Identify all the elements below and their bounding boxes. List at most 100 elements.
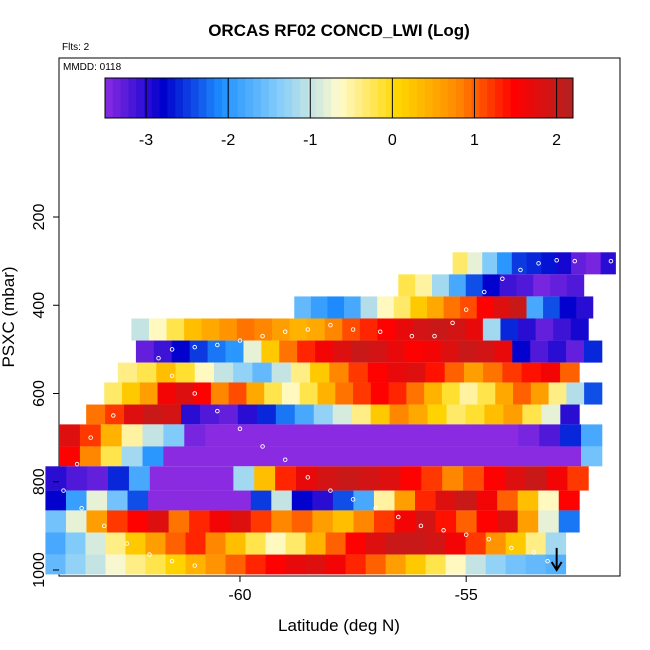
heatmap-cell — [581, 446, 603, 467]
heatmap-cell — [254, 466, 276, 491]
colorbar-swatch — [393, 78, 402, 118]
heatmap-cell — [267, 424, 290, 447]
heatmap-cell — [325, 532, 346, 555]
heatmap-cell — [476, 490, 498, 511]
heatmap-cell — [329, 362, 349, 383]
heatmap-cell — [465, 554, 487, 575]
heatmap-cell — [497, 252, 513, 275]
track-point — [463, 532, 469, 537]
heatmap-cell — [100, 446, 123, 467]
colorbar-swatch — [495, 78, 504, 118]
heatmap-cell — [432, 274, 450, 297]
heatmap-cell — [543, 296, 561, 319]
heatmap-cell — [494, 340, 513, 363]
track-point — [192, 563, 197, 568]
heatmap-cell — [207, 340, 226, 363]
heatmap-cell — [332, 404, 353, 425]
heatmap-cell — [156, 362, 176, 383]
y-tick-label: 1000 — [31, 552, 48, 588]
heatmap-cell — [600, 252, 616, 275]
heatmap-cell — [467, 252, 483, 275]
heatmap-cell — [149, 466, 172, 491]
heatmap-cell — [250, 490, 272, 511]
heatmap-cell — [538, 510, 560, 533]
heatmap-cell — [560, 424, 582, 447]
heatmap-cell — [460, 296, 478, 319]
colorbar-swatch — [518, 78, 527, 118]
heatmap-cell — [505, 532, 527, 555]
track-point — [463, 307, 469, 312]
heatmap-cell — [522, 404, 542, 425]
heatmap-cell — [351, 424, 373, 447]
colorbar-swatch — [136, 78, 145, 118]
heatmap-cell — [351, 446, 373, 467]
heatmap-cell — [145, 554, 166, 575]
heatmap-cell — [389, 404, 409, 425]
heatmap-cell — [45, 490, 67, 511]
colorbar-swatch — [463, 78, 472, 118]
heatmap-cell — [512, 340, 531, 363]
heatmap-cell — [85, 532, 106, 555]
x-axis-label: Latitude (deg N) — [278, 616, 400, 635]
colorbar-tick-label: -1 — [303, 132, 317, 149]
heatmap-cell — [330, 446, 352, 467]
heatmap-cell — [225, 340, 244, 363]
heatmap-cell — [350, 340, 370, 363]
heatmap-cell — [205, 446, 227, 467]
heatmap-cell — [385, 532, 407, 555]
heatmap-cell — [267, 446, 290, 467]
heatmap-cell — [79, 446, 102, 467]
heatmap-cell — [548, 340, 567, 363]
heatmap-cell — [66, 466, 88, 491]
colorbar-swatch — [417, 78, 426, 118]
heatmap-cell — [393, 296, 411, 319]
heatmap-cell — [388, 382, 407, 405]
colorbar-swatch — [424, 78, 433, 118]
heatmap-cell — [405, 532, 427, 555]
heatmap-cell — [558, 510, 580, 533]
track-point — [350, 327, 356, 332]
colorbar-swatch — [432, 78, 441, 118]
track-point — [124, 541, 130, 546]
heatmap-cell — [315, 340, 334, 363]
heatmap-cell — [107, 510, 128, 533]
heatmap-cell — [205, 554, 226, 575]
colorbar-swatch — [112, 78, 121, 118]
heatmap-cell — [525, 532, 547, 555]
heatmap-cell — [184, 424, 206, 447]
colorbar-swatch — [354, 78, 363, 118]
track-point — [74, 461, 80, 467]
heatmap-cell — [168, 510, 190, 533]
track-point — [373, 505, 378, 511]
heatmap-cell — [191, 466, 213, 491]
heatmap-cell — [452, 252, 468, 275]
heatmap-cell — [225, 554, 246, 575]
plot-frame — [58, 57, 621, 577]
heatmap-cell — [233, 466, 255, 491]
heatmap-cell — [526, 252, 542, 275]
heatmap-cell — [330, 424, 352, 447]
heatmap-cell — [305, 532, 326, 555]
heatmap-cell — [504, 466, 527, 491]
heatmap-cell — [353, 490, 375, 511]
heatmap-cell — [168, 490, 190, 511]
heatmap-cell — [65, 490, 87, 511]
heatmap-cell — [393, 424, 415, 447]
heatmap-cell — [233, 362, 253, 383]
heatmap-cell — [379, 466, 401, 491]
heatmap-cell — [526, 296, 544, 319]
colorbar-swatch — [510, 78, 519, 118]
colorbar: -3 -2 -1 0 1 2 — [104, 77, 574, 149]
track-point — [545, 558, 550, 564]
heatmap-cell — [85, 554, 106, 575]
track-point — [79, 505, 84, 511]
heatmap-cell — [385, 554, 407, 575]
heatmap-cell — [502, 362, 522, 383]
track-point — [441, 528, 446, 533]
heatmap-cell — [127, 510, 149, 533]
colorbar-tick-label: 2 — [552, 132, 561, 149]
heatmap-cell — [446, 404, 466, 425]
heatmap-cell — [372, 446, 394, 467]
heatmap-cell — [317, 382, 336, 405]
heatmap-cell — [405, 554, 427, 575]
